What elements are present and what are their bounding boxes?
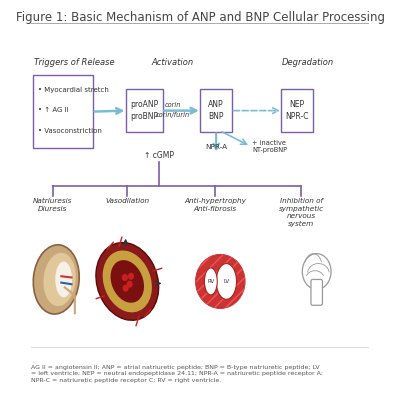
Text: ↑ cGMP: ↑ cGMP bbox=[144, 151, 174, 160]
Ellipse shape bbox=[204, 268, 217, 295]
Text: RV: RV bbox=[207, 279, 214, 284]
Ellipse shape bbox=[216, 264, 236, 299]
FancyBboxPatch shape bbox=[126, 89, 163, 132]
Text: corin/furin: corin/furin bbox=[156, 112, 190, 118]
Text: AG II = angiotensin II; ANP = atrial natriuretic peptide; BNP = B-type natriuret: AG II = angiotensin II; ANP = atrial nat… bbox=[31, 364, 323, 383]
FancyBboxPatch shape bbox=[200, 89, 232, 132]
Ellipse shape bbox=[302, 254, 331, 289]
Text: ANP
BNP: ANP BNP bbox=[208, 100, 224, 121]
Text: NEP
NPR-C: NEP NPR-C bbox=[286, 100, 309, 121]
Circle shape bbox=[127, 281, 133, 288]
Text: NPR-A: NPR-A bbox=[205, 144, 227, 150]
Text: • ↑ AG II: • ↑ AG II bbox=[38, 108, 69, 114]
Text: Inhibition of
sympathetic
nervous
system: Inhibition of sympathetic nervous system bbox=[279, 198, 324, 227]
FancyBboxPatch shape bbox=[32, 75, 94, 148]
Ellipse shape bbox=[55, 262, 72, 297]
Text: Anti-hypertrophy
Anti-fibrosis: Anti-hypertrophy Anti-fibrosis bbox=[184, 198, 246, 212]
Text: Triggers of Release: Triggers of Release bbox=[34, 58, 115, 68]
Text: proANP
proBNP: proANP proBNP bbox=[130, 100, 158, 121]
Ellipse shape bbox=[33, 245, 79, 314]
Text: • Vasoconstriction: • Vasoconstriction bbox=[38, 128, 102, 134]
Ellipse shape bbox=[103, 250, 152, 312]
Text: + inactive
NT-proBNP: + inactive NT-proBNP bbox=[252, 140, 288, 153]
Circle shape bbox=[128, 273, 134, 280]
Circle shape bbox=[122, 285, 129, 292]
Ellipse shape bbox=[96, 242, 159, 320]
Text: Vasodilation: Vasodilation bbox=[105, 198, 149, 204]
Text: • Myocardial stretch: • Myocardial stretch bbox=[38, 87, 109, 93]
Text: Figure 1: Basic Mechanism of ANP and BNP Cellular Processing: Figure 1: Basic Mechanism of ANP and BNP… bbox=[16, 11, 384, 24]
Ellipse shape bbox=[110, 260, 144, 303]
Ellipse shape bbox=[44, 253, 76, 306]
Ellipse shape bbox=[196, 255, 245, 308]
Text: LV: LV bbox=[223, 279, 230, 284]
FancyBboxPatch shape bbox=[311, 280, 322, 305]
FancyBboxPatch shape bbox=[281, 89, 313, 132]
Circle shape bbox=[122, 274, 128, 281]
Text: Natriuresis
Diuresis: Natriuresis Diuresis bbox=[33, 198, 72, 212]
Text: corin: corin bbox=[165, 102, 181, 108]
Text: Activation: Activation bbox=[152, 58, 194, 68]
Text: Degradation: Degradation bbox=[282, 58, 334, 68]
